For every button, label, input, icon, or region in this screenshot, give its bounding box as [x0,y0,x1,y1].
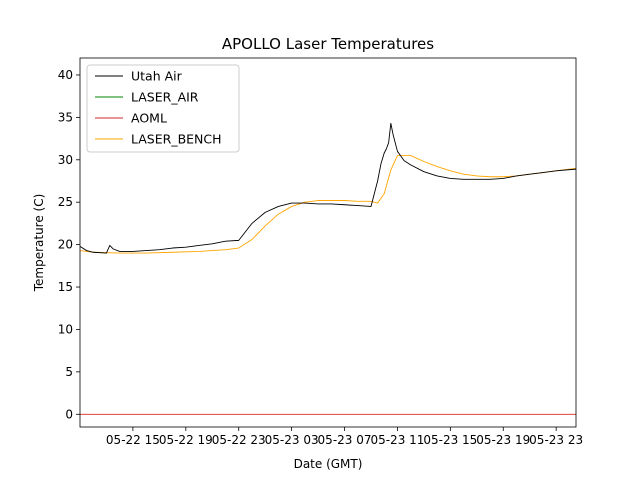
y-tick-label: 10 [58,322,73,336]
x-tick-label: 05-22 15 [106,433,160,447]
legend-label-utah-air: Utah Air [131,69,183,84]
y-tick-label: 35 [58,110,73,124]
y-tick-label: 15 [58,280,73,294]
series-line-laser-bench [79,155,577,254]
y-tick-label: 5 [65,365,73,379]
x-tick-label: 05-23 19 [476,433,530,447]
y-axis-label: Temperature (C) [32,194,46,293]
plot-frame [79,57,577,428]
y-tick-label: 30 [58,153,73,167]
x-tick-label: 05-23 15 [423,433,477,447]
legend-label-aoml: AOML [131,111,167,126]
x-tick-label: 05-23 07 [318,433,372,447]
legend-box [86,64,240,153]
y-tick-label: 20 [58,238,73,252]
x-tick-label: 05-22 23 [212,433,266,447]
x-tick-label: 05-23 23 [529,433,583,447]
x-tick-label: 05-23 11 [370,433,424,447]
y-tick-label: 40 [58,68,73,82]
y-tick-label: 25 [58,195,73,209]
y-axis-ticks: 0 5 10 15 20 25 30 35 40 [58,68,80,421]
series-line-utah-air [79,122,577,254]
x-tick-label: 05-22 19 [159,433,213,447]
x-axis-label: Date (GMT) [294,457,363,471]
y-tick-label: 0 [65,407,73,421]
chart-title: APOLLO Laser Temperatures [222,35,434,53]
series-layer [79,122,577,415]
legend-label-laser-air: LASER_AIR [131,90,199,105]
legend: Utah Air LASER_AIR AOML LASER_BENCH [86,64,240,153]
x-tick-label: 05-23 03 [265,433,319,447]
legend-label-laser-bench: LASER_BENCH [131,132,222,147]
